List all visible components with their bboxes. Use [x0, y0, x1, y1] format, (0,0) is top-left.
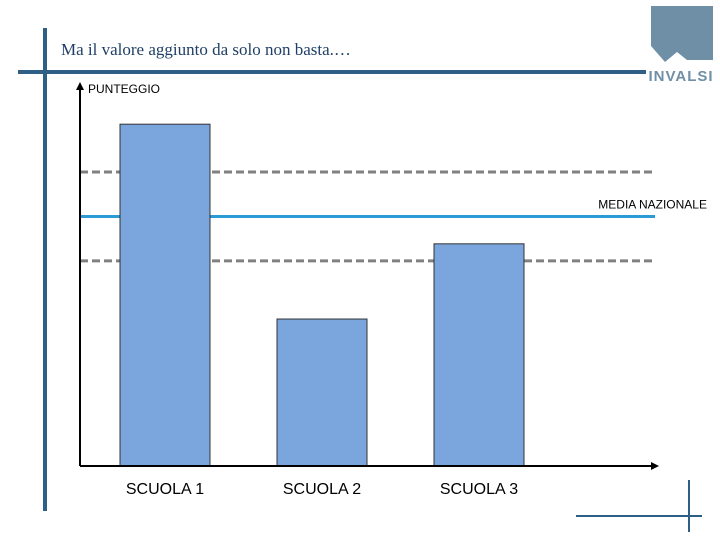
x-axis-arrow-icon	[651, 462, 659, 470]
invalsi-logo-mark	[651, 6, 713, 62]
reference-line-label: MEDIA NAZIONALE	[598, 197, 707, 211]
frame-vertical-rule	[43, 28, 47, 511]
bar-scuola-3	[433, 243, 525, 467]
y-axis-arrow-icon	[76, 82, 84, 90]
invalsi-logo: INVALSI	[647, 4, 715, 98]
corner-vertical-rule	[688, 480, 690, 532]
corner-horizontal-rule	[576, 515, 702, 517]
logo-text: INVALSI	[648, 68, 714, 85]
bar-scuola-1	[119, 123, 211, 467]
slide-title: Ma il valore aggiunto da solo non basta.…	[61, 40, 351, 59]
y-axis-label: PUNTEGGIO	[88, 82, 160, 96]
frame-horizontal-rule	[18, 70, 646, 74]
x-tick-label: SCUOLA 2	[283, 481, 361, 498]
bar-scuola-2	[276, 318, 368, 467]
x-tick-label: SCUOLA 1	[126, 481, 204, 498]
x-tick-label: SCUOLA 3	[440, 481, 518, 498]
